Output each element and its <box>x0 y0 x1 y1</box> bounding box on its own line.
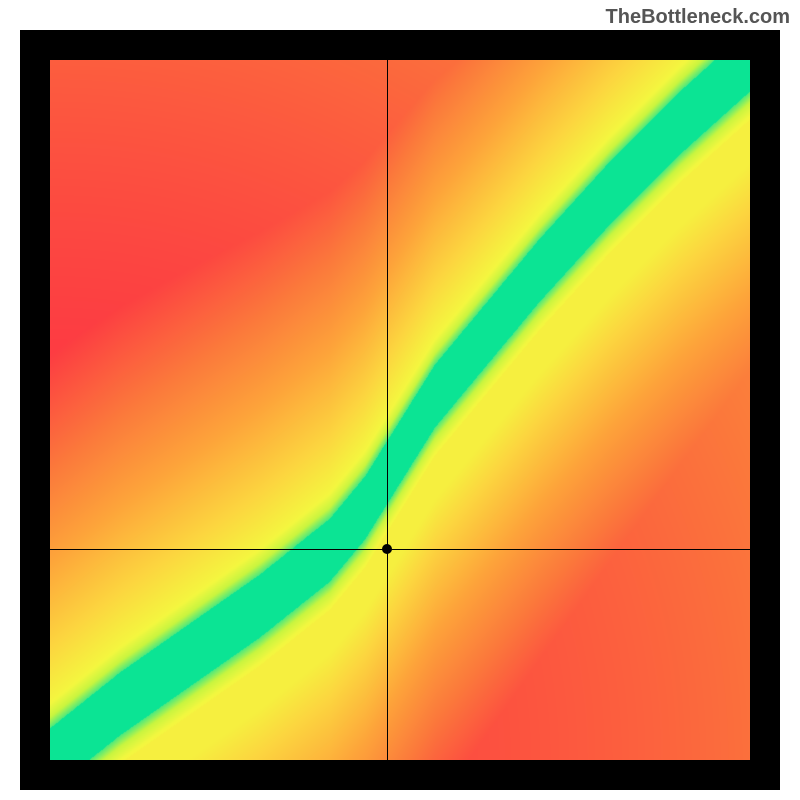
watermark-text: TheBottleneck.com <box>606 6 790 29</box>
heatmap-plot <box>50 60 750 760</box>
crosshair-horizontal <box>50 549 750 550</box>
chart-frame <box>20 30 780 790</box>
crosshair-vertical <box>387 60 388 760</box>
heatmap-canvas <box>50 60 750 760</box>
chart-container: TheBottleneck.com <box>0 0 800 800</box>
crosshair-marker <box>382 544 392 554</box>
